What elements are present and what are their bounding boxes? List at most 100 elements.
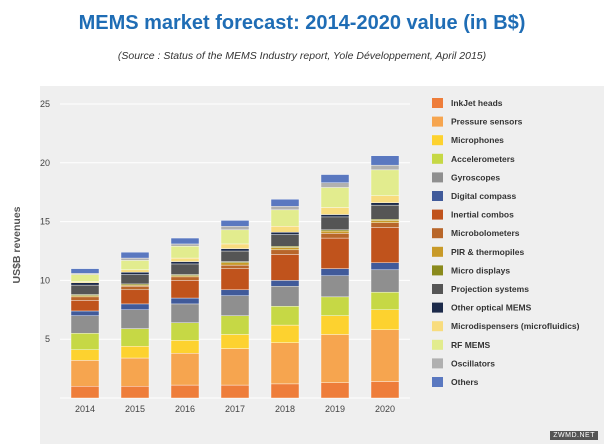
bar-segment <box>370 329 400 382</box>
bar-segment <box>120 286 150 291</box>
bar-segment <box>270 280 300 287</box>
bar-segment <box>70 268 100 274</box>
bar-segment <box>170 243 200 247</box>
bar-segment <box>120 274 150 285</box>
bar-segment <box>370 195 400 203</box>
legend-swatch <box>432 153 443 164</box>
bar-segment <box>320 237 350 269</box>
bar-segment <box>270 286 300 307</box>
bar-segment <box>170 322 200 341</box>
legend-label: Micro displays <box>451 265 510 275</box>
bars-group <box>70 155 400 399</box>
bar-segment <box>270 324 300 343</box>
y-tick-label: 25 <box>40 99 50 109</box>
bar-segment <box>270 383 300 399</box>
bar-segment <box>170 353 200 386</box>
bar-segment <box>270 231 300 235</box>
y-tick-label: 15 <box>40 217 50 227</box>
y-axis-label: US$B revenues <box>11 206 23 283</box>
bar-segment <box>370 164 400 171</box>
legend-label: InkJet heads <box>451 98 503 108</box>
bar-segment <box>70 282 100 286</box>
bar-segment <box>370 309 400 330</box>
legend-label: Gyroscopes <box>451 172 500 182</box>
legend-label: Microphones <box>451 135 504 145</box>
bar-segment <box>270 306 300 326</box>
bar-segment <box>370 222 400 228</box>
bar-segment <box>270 342 300 385</box>
bar-segment <box>320 216 350 231</box>
bar-segment <box>220 250 250 262</box>
bar-segment <box>320 315 350 335</box>
bar-segment <box>70 300 100 312</box>
bar-segment <box>270 206 300 211</box>
bar-segment <box>220 262 250 266</box>
bar-segment <box>220 268 250 291</box>
bar-segment <box>70 360 100 387</box>
bar-segment <box>170 246 200 259</box>
bar-segment <box>220 348 250 386</box>
bar-segment <box>70 386 100 399</box>
bar-segment <box>320 233 350 239</box>
legend-swatch <box>432 116 443 127</box>
bar-segment <box>270 247 300 251</box>
x-tick-label: 2014 <box>75 404 95 414</box>
bar-segment <box>320 334 350 383</box>
bar-segment <box>320 182 350 188</box>
legend-swatch <box>432 339 443 350</box>
bar-segment <box>170 297 200 305</box>
y-tick-label: 5 <box>45 334 50 344</box>
bar-segment <box>120 346 150 359</box>
bar-segment <box>70 349 100 361</box>
bar-segment <box>370 169 400 196</box>
bar-segment <box>320 174 350 183</box>
bar-segment <box>170 280 200 299</box>
legend-label: Other optical MEMS <box>451 303 532 313</box>
x-tick-label: 2017 <box>225 404 245 414</box>
bar-segment <box>120 251 150 259</box>
bar-segment <box>220 229 250 245</box>
bar-segment <box>120 289 150 305</box>
bar-segment <box>270 249 300 255</box>
x-tick-label: 2018 <box>275 404 295 414</box>
legend-swatch <box>432 358 443 369</box>
bar-segment <box>270 234 300 247</box>
legend-swatch <box>432 265 443 276</box>
bar-segment <box>70 315 100 334</box>
y-axis-ticks: 5 10 15 20 25 <box>40 99 50 344</box>
legend-swatch <box>432 377 443 387</box>
legend-swatch <box>432 321 443 332</box>
bar-segment <box>220 295 250 316</box>
bar-segment <box>70 333 100 350</box>
bar-segment <box>170 263 200 275</box>
y-tick-label: 10 <box>40 275 50 285</box>
bar-segment <box>270 199 300 207</box>
bar-segment <box>170 276 200 281</box>
bar-segment <box>120 303 150 311</box>
bar-segment <box>370 291 400 311</box>
bar-segment <box>320 382 350 399</box>
bar-segment <box>170 261 200 265</box>
bar-segment <box>320 187 350 208</box>
legend-label: Projection systems <box>451 284 529 294</box>
legend: InkJet heads Pressure sensors Microphones A… <box>432 98 580 387</box>
bar-segment <box>320 207 350 215</box>
x-tick-label: 2019 <box>325 404 345 414</box>
bar-segment <box>370 262 400 271</box>
bar-segment <box>370 155 400 166</box>
y-tick-label: 20 <box>40 158 50 168</box>
legend-label: RF MEMS <box>451 340 491 350</box>
bar-segment <box>120 260 150 271</box>
bar-segment <box>70 284 100 295</box>
bar-segment <box>370 227 400 263</box>
bar-segment <box>270 209 300 227</box>
bar-segment <box>270 254 300 281</box>
bar-segment <box>70 310 100 316</box>
bar-segment <box>320 275 350 298</box>
bar-segment <box>320 268 350 276</box>
bar-segment <box>120 386 150 399</box>
bar-segment <box>120 269 150 273</box>
bar-segment <box>120 309 150 329</box>
legend-swatch <box>432 98 443 108</box>
legend-label: Microdispensers (microfluidics) <box>451 321 580 331</box>
